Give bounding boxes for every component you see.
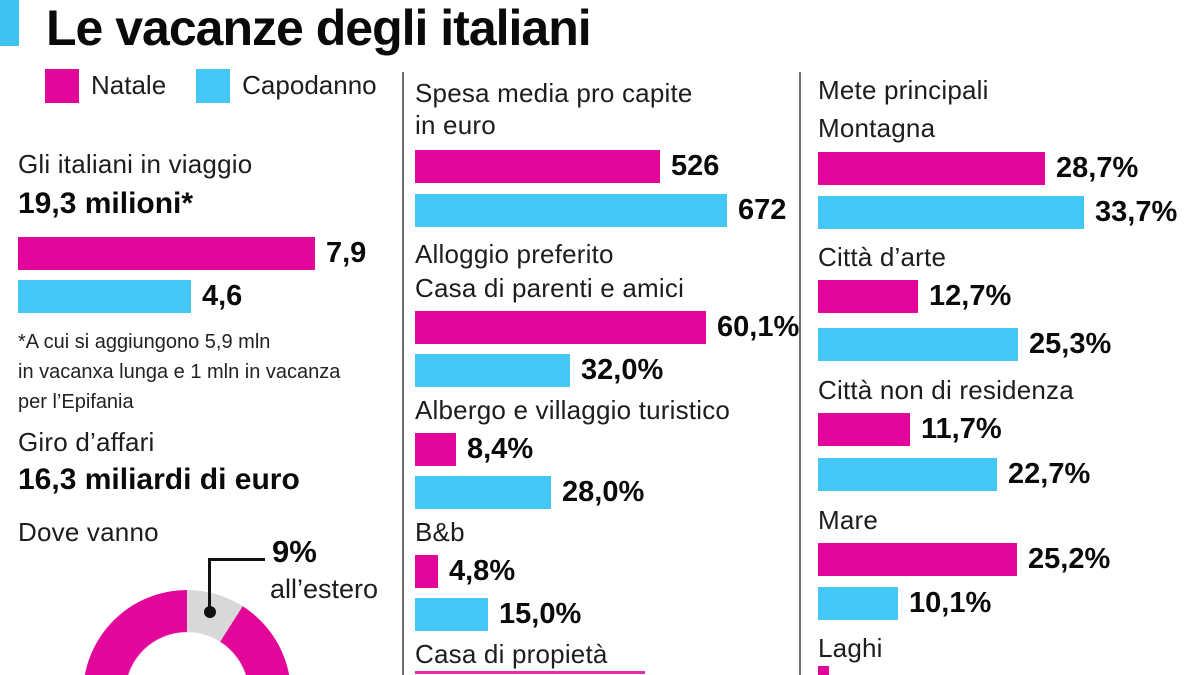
bar-row: 15,0%	[415, 598, 799, 631]
bar-row: 10,1%	[818, 587, 1200, 620]
bar-natale	[18, 237, 315, 270]
bar-natale	[415, 150, 660, 183]
page-title: Le vacanze degli italiani	[46, 0, 592, 56]
bar-natale	[415, 311, 706, 344]
bar-row-spesa-capodanno: 672	[415, 194, 799, 227]
bar-value: 4,6	[202, 280, 243, 312]
bar-capodanno	[18, 280, 191, 313]
bar-value: 8,4%	[467, 433, 534, 465]
column-divider	[402, 72, 404, 675]
bar-row: 25,3%	[818, 328, 1200, 361]
bar-row: 22,7%	[818, 458, 1200, 491]
bar-value: 25,3%	[1029, 328, 1112, 360]
bar-natale	[818, 413, 910, 446]
donut-callout-value: 9%	[272, 534, 317, 569]
bar-capodanno	[818, 328, 1018, 361]
bar-row-travel-natale: 7,9	[18, 237, 402, 270]
bar-capodanno	[818, 458, 997, 491]
row-label: Montagna	[818, 113, 936, 143]
bar-capodanno	[415, 598, 488, 631]
bar-row: 11,7%	[818, 413, 1200, 446]
bar-capodanno	[415, 194, 727, 227]
row-label: Laghi	[818, 633, 883, 663]
callout-line	[208, 558, 211, 612]
alloggio-heading: Alloggio preferito	[415, 239, 614, 269]
travel-heading: Gli italiani in viaggio	[18, 149, 253, 179]
row-label: B&b	[415, 517, 465, 547]
bar-value: 60,1%	[717, 311, 800, 343]
bar-value: 22,7%	[1008, 458, 1091, 490]
bar-capodanno	[818, 587, 898, 620]
bar-row: 25,2%	[818, 543, 1200, 576]
footnote-line: per l’Epifania	[18, 391, 134, 413]
bar-row: 33,7%	[818, 196, 1200, 229]
bar-value: 32,0%	[581, 354, 664, 386]
bar-capodanno	[818, 196, 1084, 229]
bar-capodanno	[415, 476, 551, 509]
bar-value: 7,9	[326, 237, 367, 269]
bar-row-travel-capodanno: 4,6	[18, 280, 402, 313]
donut-chart	[83, 590, 291, 675]
bar-value: 11,7%	[921, 413, 1002, 445]
bar-natale	[818, 280, 918, 313]
giro-heading: Giro d’affari	[18, 427, 155, 457]
bar-natale	[818, 152, 1045, 185]
bar-row: 28,7%	[818, 152, 1200, 185]
donut-callout-label: all’estero	[270, 574, 379, 604]
callout-dot	[204, 606, 216, 618]
chart-legend: Natale Capodanno	[45, 68, 402, 103]
bar-value: 28,7%	[1056, 152, 1139, 184]
row-label: Mare	[818, 505, 879, 535]
bar-value: 25,2%	[1028, 543, 1111, 575]
bar-row: 4,8%	[415, 555, 799, 588]
bar-value: 526	[671, 150, 720, 182]
bar-row-spesa-natale: 526	[415, 150, 799, 183]
bar-row: 60,1%	[415, 311, 799, 344]
bar-natale	[818, 543, 1017, 576]
giro-stat: 16,3 miliardi di euro	[18, 463, 300, 496]
travel-stat: 19,3 milioni*	[18, 187, 194, 220]
legend-label-capodanno: Capodanno	[242, 70, 377, 100]
middle-column: Spesa media pro capite in euro 526 672 A…	[415, 78, 799, 674]
row-label: Casa di propietà	[415, 639, 608, 669]
accent-square	[0, 0, 19, 46]
left-column: Natale Capodanno Gli italiani in viaggio…	[18, 68, 402, 547]
footnote: *A cui si aggiungono 5,9 mln in vacanxa …	[18, 327, 402, 417]
bar-row: 28,0%	[415, 476, 799, 509]
column-divider	[799, 72, 801, 675]
footnote-line: *A cui si aggiungono 5,9 mln	[18, 331, 271, 353]
spesa-heading-line2: in euro	[415, 110, 496, 140]
bar-row: 32,0%	[415, 354, 799, 387]
legend-label-natale: Natale	[91, 70, 167, 100]
bar-value: 33,7%	[1095, 196, 1178, 228]
dove-heading: Dove vanno	[18, 517, 159, 547]
right-column: Mete principali Montagna 28,7% 33,7% Cit…	[818, 75, 1200, 675]
bar-value: 672	[738, 194, 787, 226]
bar-value: 12,7%	[929, 280, 1012, 312]
row-label: Città non di residenza	[818, 375, 1074, 405]
row-label: Albergo e villaggio turistico	[415, 395, 731, 425]
bar-natale	[415, 433, 456, 466]
mete-heading: Mete principali	[818, 75, 989, 105]
bar-value: 10,1%	[909, 587, 992, 619]
footnote-line: in vacanxa lunga e 1 mln in vacanza	[18, 361, 341, 383]
spesa-heading-line1: Spesa media pro capite	[415, 78, 693, 108]
bar-value: 28,0%	[562, 476, 645, 508]
legend-swatch-natale	[45, 68, 79, 103]
callout-line	[208, 558, 265, 561]
legend-swatch-capodanno	[196, 68, 231, 103]
row-label: Casa di parenti e amici	[415, 273, 685, 303]
row-label: Città d’arte	[818, 242, 947, 272]
bar-natale-clipped	[818, 666, 829, 675]
bar-row: 12,7%	[818, 280, 1200, 313]
bar-capodanno	[415, 354, 570, 387]
bar-value: 4,8%	[449, 555, 516, 587]
bar-row: 8,4%	[415, 433, 799, 466]
bar-value: 15,0%	[499, 598, 582, 630]
bar-natale-clipped	[415, 671, 645, 674]
bar-natale	[415, 555, 438, 588]
